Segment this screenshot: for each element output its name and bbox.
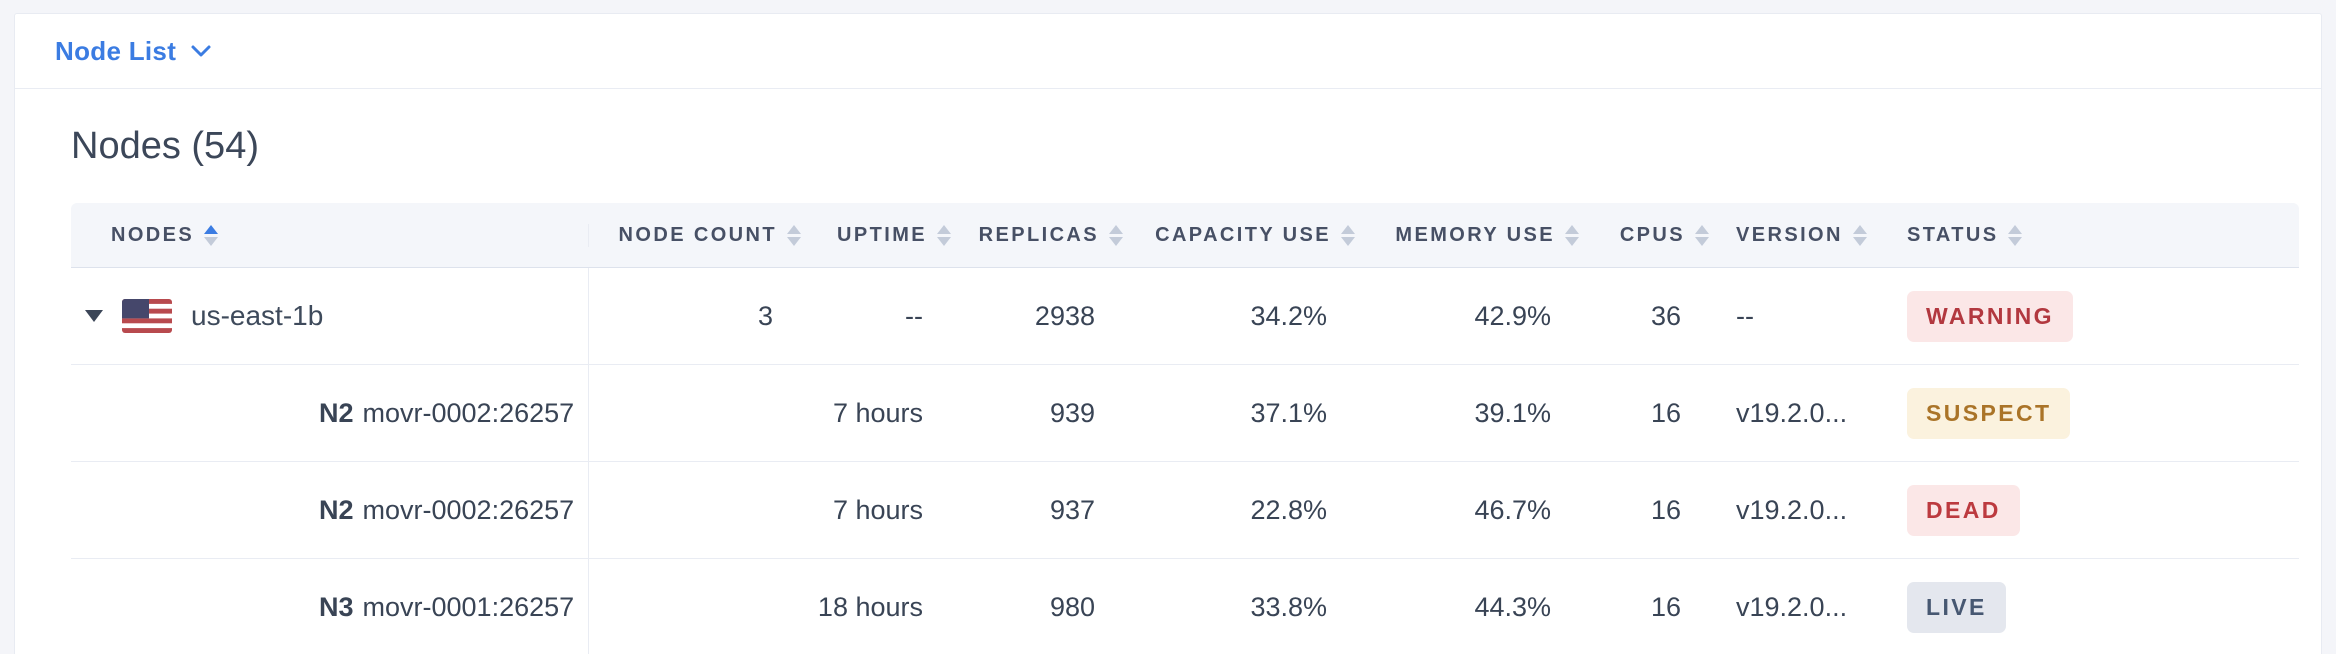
- sort-icon: [937, 224, 951, 246]
- table-row: N2 movr-0002:26257 7 hours 939 37.1% 39.…: [71, 365, 2299, 462]
- node-id: N3: [319, 591, 354, 622]
- cell-cpus: 16: [1650, 494, 1681, 525]
- cell-uptime: 18 hours: [817, 591, 923, 622]
- node-address: movr-0001:26257: [362, 591, 575, 622]
- cell-memory-use: 44.3%: [1474, 591, 1551, 622]
- cell-nodes: N2 movr-0002:26257: [71, 365, 589, 461]
- chevron-down-icon: [190, 44, 212, 58]
- column-header-status[interactable]: STATUS: [1891, 224, 2299, 247]
- sort-icon: [1565, 224, 1579, 246]
- cell-version: --: [1736, 300, 1754, 331]
- collapse-caret-icon[interactable]: [85, 310, 103, 322]
- node-address: movr-0002:26257: [362, 397, 575, 428]
- cell-node-count: [589, 559, 803, 654]
- region-name: us-east-1b: [191, 300, 324, 331]
- sort-icon: [1852, 224, 1867, 246]
- status-badge: SUSPECT: [1907, 387, 2071, 439]
- status-badge: WARNING: [1907, 290, 2073, 342]
- sort-icon: [1341, 224, 1355, 246]
- cell-node-count: [589, 462, 803, 558]
- column-header-nodes[interactable]: NODES: [71, 223, 589, 247]
- nodes-table: NODES NODE COUNT UPTIME REPLICAS CAPACIT…: [71, 203, 2299, 654]
- sort-icon: [2008, 224, 2023, 246]
- status-badge: LIVE: [1907, 581, 2006, 633]
- cell-cpus: 16: [1650, 591, 1681, 622]
- cell-uptime: 7 hours: [832, 397, 923, 428]
- cell-capacity-use: 22.8%: [1250, 494, 1327, 525]
- cell-memory-use: 46.7%: [1474, 494, 1551, 525]
- node-id: N2: [319, 494, 354, 525]
- view-selector-label: Node List: [55, 35, 177, 66]
- cell-cpus: 16: [1650, 397, 1681, 428]
- cell-status: WARNING: [1891, 268, 2299, 364]
- cell-capacity-use: 33.8%: [1250, 591, 1327, 622]
- column-header-memory-use[interactable]: MEMORY USE: [1357, 224, 1581, 247]
- cell-version: v19.2.0...: [1736, 397, 1848, 428]
- cell-replicas: 937: [1049, 494, 1095, 525]
- table-header-row: NODES NODE COUNT UPTIME REPLICAS CAPACIT…: [71, 203, 2299, 268]
- cell-status: DEAD: [1891, 462, 2299, 558]
- page-title: Nodes (54): [71, 125, 259, 167]
- cell-nodes: N2 movr-0002:26257: [71, 462, 589, 558]
- cell-memory-use: 42.9%: [1474, 300, 1551, 331]
- cell-cpus: 36: [1650, 300, 1681, 331]
- cell-status: LIVE: [1891, 559, 2299, 654]
- table-row: N2 movr-0002:26257 7 hours 937 22.8% 46.…: [71, 462, 2299, 559]
- cell-version: v19.2.0...: [1736, 494, 1848, 525]
- table-row: N3 movr-0001:26257 18 hours 980 33.8% 44…: [71, 559, 2299, 654]
- cell-capacity-use: 37.1%: [1250, 397, 1327, 428]
- cell-replicas: 980: [1049, 591, 1095, 622]
- us-flag-icon: [122, 299, 172, 333]
- cell-capacity-use: 34.2%: [1250, 300, 1327, 331]
- cell-version: v19.2.0...: [1736, 591, 1848, 622]
- sort-icon: [787, 224, 801, 246]
- column-header-capacity-use[interactable]: CAPACITY USE: [1125, 224, 1357, 247]
- column-header-uptime[interactable]: UPTIME: [803, 224, 953, 247]
- topbar: Node List: [15, 14, 2321, 89]
- column-header-cpus[interactable]: CPUS: [1581, 224, 1711, 247]
- cell-nodes: N3 movr-0001:26257: [71, 559, 589, 654]
- table-row: us-east-1b 3 -- 2938 34.2% 42.9% 36 -- W…: [71, 268, 2299, 365]
- node-address: movr-0002:26257: [362, 494, 575, 525]
- cell-nodes: us-east-1b: [71, 268, 589, 364]
- column-header-version[interactable]: VERSION: [1711, 224, 1891, 247]
- column-header-node-count[interactable]: NODE COUNT: [589, 224, 803, 247]
- cell-node-count: [589, 365, 803, 461]
- node-list-card: Node List Nodes (54) NODES NODE COUNT UP…: [14, 13, 2322, 654]
- cell-replicas: 2938: [1034, 300, 1095, 331]
- view-selector-dropdown[interactable]: Node List: [55, 36, 212, 67]
- cell-node-count: 3: [757, 300, 773, 331]
- status-badge: DEAD: [1907, 484, 2020, 536]
- cell-replicas: 939: [1049, 397, 1095, 428]
- cell-status: SUSPECT: [1891, 365, 2299, 461]
- sort-icon: [1109, 224, 1123, 246]
- cell-uptime: 7 hours: [832, 494, 923, 525]
- page-title-section: Nodes (54): [15, 89, 2321, 203]
- table-body: us-east-1b 3 -- 2938 34.2% 42.9% 36 -- W…: [71, 268, 2299, 654]
- node-id: N2: [319, 397, 354, 428]
- cell-memory-use: 39.1%: [1474, 397, 1551, 428]
- column-header-replicas[interactable]: REPLICAS: [953, 224, 1125, 247]
- cell-uptime: --: [905, 300, 923, 331]
- sort-icon: [1695, 224, 1709, 246]
- sort-icon: [204, 224, 219, 246]
